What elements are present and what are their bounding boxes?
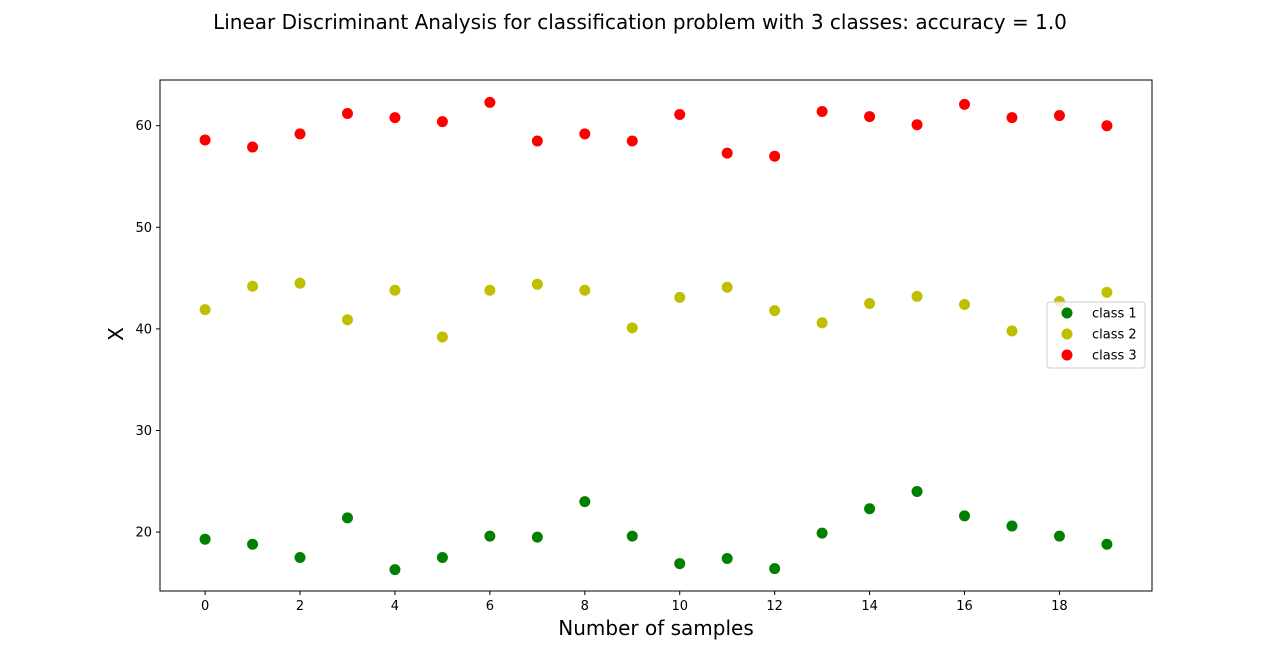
data-point	[341, 314, 353, 326]
data-point	[484, 284, 496, 296]
x-tick-label: 0	[201, 599, 209, 614]
data-point	[1006, 520, 1018, 532]
data-point	[531, 278, 543, 290]
x-tick-label: 16	[956, 599, 973, 614]
legend: class 1 class 2 class 3	[1046, 301, 1146, 369]
data-points	[199, 96, 1113, 576]
data-point	[484, 96, 496, 108]
data-point	[959, 510, 971, 522]
data-point	[1101, 120, 1113, 132]
data-point	[1053, 110, 1065, 122]
data-point	[674, 109, 686, 121]
data-point	[911, 290, 923, 302]
data-point	[864, 111, 876, 123]
data-point	[1006, 112, 1018, 124]
y-tick-label: 50	[135, 221, 152, 236]
data-point	[1006, 325, 1018, 337]
data-point	[389, 564, 401, 576]
y-axis-label: X	[104, 327, 128, 341]
data-point	[721, 147, 733, 159]
data-point	[579, 128, 591, 140]
data-point	[769, 305, 781, 317]
data-point	[389, 284, 401, 296]
series-2	[199, 277, 1113, 343]
data-point	[436, 331, 448, 343]
x-tick-label: 14	[861, 599, 878, 614]
y-tick-label: 60	[135, 119, 152, 134]
data-point	[816, 527, 828, 539]
data-point	[247, 538, 259, 550]
data-point	[436, 116, 448, 128]
data-point	[769, 150, 781, 162]
data-point	[1053, 530, 1065, 542]
data-point	[911, 485, 923, 497]
y-axis-ticks: 20 30 40 50 60	[135, 119, 160, 541]
x-tick-label: 10	[671, 599, 688, 614]
x-axis-ticks: 0 2 4 6 8 10 12 14 16 18	[201, 591, 1068, 614]
data-point	[341, 108, 353, 120]
legend-marker	[1061, 349, 1073, 361]
y-tick-label: 30	[135, 424, 152, 439]
data-point	[484, 530, 496, 542]
data-point	[389, 112, 401, 124]
data-point	[579, 284, 591, 296]
legend-box	[1046, 301, 1146, 369]
data-point	[341, 512, 353, 524]
data-point	[674, 291, 686, 303]
data-point	[721, 281, 733, 293]
data-point	[294, 551, 306, 563]
data-point	[294, 128, 306, 140]
data-point	[816, 105, 828, 117]
x-tick-label: 12	[766, 599, 783, 614]
x-tick-label: 18	[1051, 599, 1068, 614]
chart-title: Linear Discriminant Analysis for classif…	[213, 10, 1067, 34]
series-3	[199, 96, 1113, 162]
data-point	[436, 551, 448, 563]
data-point	[959, 299, 971, 311]
data-point	[294, 277, 306, 289]
data-point	[816, 317, 828, 329]
data-point	[626, 530, 638, 542]
legend-marker	[1061, 328, 1073, 340]
data-point	[864, 503, 876, 515]
data-point	[959, 98, 971, 110]
x-tick-label: 6	[486, 599, 494, 614]
data-point	[1101, 538, 1113, 550]
legend-marker	[1061, 307, 1073, 319]
legend-label: class 2	[1092, 328, 1137, 343]
data-point	[531, 531, 543, 543]
data-point	[674, 558, 686, 570]
data-point	[579, 496, 591, 508]
data-point	[531, 135, 543, 147]
legend-label: class 3	[1092, 349, 1137, 364]
data-point	[247, 141, 259, 153]
data-point	[626, 135, 638, 147]
x-axis-label: Number of samples	[558, 616, 753, 640]
data-point	[247, 280, 259, 292]
data-point	[199, 134, 211, 146]
data-point	[864, 297, 876, 309]
x-tick-label: 8	[581, 599, 589, 614]
data-point	[911, 119, 923, 131]
data-point	[626, 322, 638, 334]
data-point	[1101, 286, 1113, 298]
x-tick-label: 2	[296, 599, 304, 614]
series-1	[199, 485, 1113, 576]
y-tick-label: 20	[135, 526, 152, 541]
data-point	[721, 552, 733, 564]
y-tick-label: 40	[135, 322, 152, 337]
x-tick-label: 4	[391, 599, 399, 614]
plot-area	[159, 79, 1153, 592]
data-point	[769, 563, 781, 575]
data-point	[199, 533, 211, 545]
legend-label: class 1	[1092, 307, 1137, 322]
data-point	[199, 304, 211, 316]
